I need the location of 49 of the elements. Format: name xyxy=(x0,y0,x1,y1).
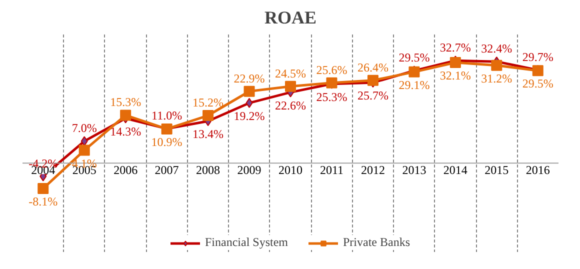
point xyxy=(450,57,461,68)
data-label: -8.1% xyxy=(28,194,58,209)
data-label: 32.1% xyxy=(440,68,471,83)
point xyxy=(78,144,90,156)
x-tick-label: 2015 xyxy=(484,163,509,178)
chart-title: ROAE xyxy=(264,8,317,28)
point xyxy=(246,98,253,108)
data-label: 29.7% xyxy=(522,50,554,64)
data-label: 10.9% xyxy=(151,134,182,149)
point xyxy=(285,80,296,92)
data-label: 7.0% xyxy=(72,121,97,136)
point xyxy=(491,60,502,71)
data-label: 22.9% xyxy=(234,71,265,86)
x-tick-label: 2009 xyxy=(237,163,262,178)
data-label: 26.4% xyxy=(357,60,388,74)
data-label: 15.3% xyxy=(110,95,142,110)
data-label: 32.4% xyxy=(481,42,512,56)
data-label: 31.2% xyxy=(481,71,512,86)
x-tick-label: 2008 xyxy=(196,163,220,178)
point xyxy=(202,110,214,121)
legend-label: Private Banks xyxy=(343,235,410,250)
x-tick-label: 2011 xyxy=(320,163,344,178)
data-label: 15.2% xyxy=(192,96,224,110)
legend-label: Financial System xyxy=(205,235,288,250)
data-label: 29.5% xyxy=(398,50,430,65)
data-label: 29.5% xyxy=(522,76,554,91)
point xyxy=(244,86,255,97)
x-tick-label: 2014 xyxy=(443,163,468,178)
data-label: 13.4% xyxy=(192,127,224,142)
x-tick-label: 2010 xyxy=(278,163,302,178)
point xyxy=(120,110,132,121)
data-label: 11.0% xyxy=(152,108,182,123)
point xyxy=(38,183,49,194)
data-label: 29.1% xyxy=(398,78,430,92)
point xyxy=(80,136,88,146)
data-label: 32.7% xyxy=(440,40,471,55)
x-tick-label: 2007 xyxy=(154,163,179,178)
point xyxy=(367,74,378,86)
x-tick-label: 2012 xyxy=(360,163,385,178)
data-label: 19.2% xyxy=(234,108,265,123)
data-label: 22.6% xyxy=(275,98,306,112)
data-label: 25.6% xyxy=(316,62,348,77)
data-label: 24.5% xyxy=(275,66,306,80)
x-tick-label: 2006 xyxy=(114,163,138,178)
data-label: 25.3% xyxy=(316,90,348,104)
data-label: 14.3% xyxy=(110,124,142,138)
data-label: 25.7% xyxy=(357,88,388,103)
x-tick-label: 2013 xyxy=(402,163,426,178)
x-tick-label: 2016 xyxy=(526,163,550,178)
